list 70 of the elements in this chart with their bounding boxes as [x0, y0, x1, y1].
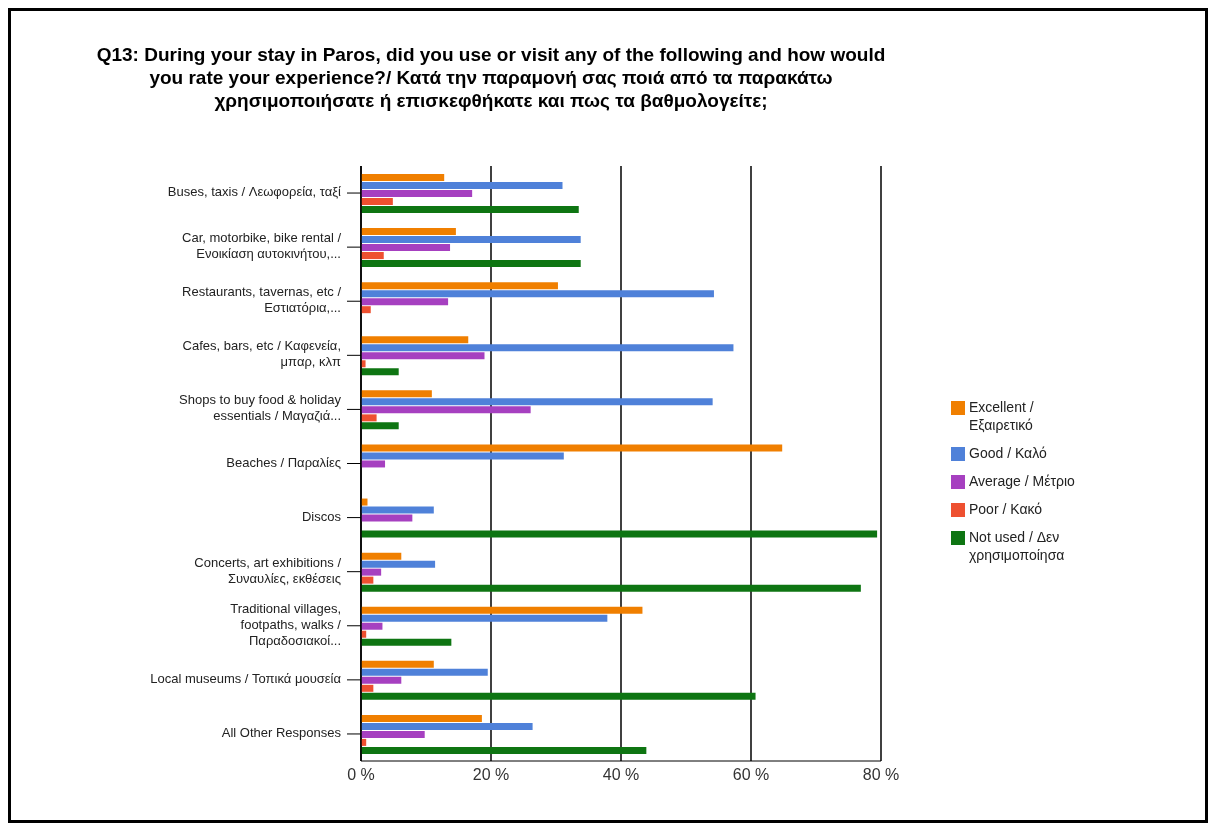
bar [361, 444, 783, 452]
bar [361, 460, 386, 468]
bar [361, 290, 714, 298]
y-tick-label: Traditional villages, footpaths, walks / Παραδοσιακοί... [230, 601, 342, 649]
bar [361, 336, 469, 344]
legend-label: Average / Μέτριο [969, 472, 1075, 490]
bar [361, 282, 558, 290]
bar [361, 722, 533, 730]
bar [361, 414, 377, 422]
bar [361, 422, 399, 430]
bar [361, 182, 563, 189]
chart-title: Q13: During your stay in Paros, did you use or visit any of the following and how would you rate your experience?/ Κατά την παραμονή σας ποιά από τα παρακάτω χρησιμοποιήσατε ή επισκεφθήκατε και πως τα βαθμολογείτε; [95, 43, 887, 112]
bar [361, 406, 531, 414]
legend-label: Poor / Κακό [969, 500, 1043, 518]
bar [361, 584, 861, 592]
bar [361, 614, 608, 622]
y-tick-label: Beaches / Παραλίες [226, 454, 341, 470]
bar [361, 298, 449, 306]
y-tick-label: Car, motorbike, bike rental / Ενοικίαση αυτοκινήτου,... [182, 230, 342, 262]
bar [361, 252, 384, 260]
bar [361, 746, 647, 754]
bar [361, 228, 456, 236]
bar [361, 190, 473, 197]
legend-label: Not used / Δεν χρησιμοποίησα [969, 528, 1066, 564]
bar [361, 514, 413, 522]
bar [361, 530, 878, 538]
bar [361, 368, 399, 376]
y-tick-label: Local museums / Τοπικά μουσεία [150, 671, 342, 687]
x-tick-label: 60 % [732, 766, 770, 784]
bar [361, 236, 581, 244]
y-tick-label: Discos [301, 509, 342, 525]
bar [361, 668, 488, 676]
bar [361, 352, 485, 360]
legend-label: Good / Καλό [969, 444, 1047, 462]
x-tick-label: 40 % [602, 766, 640, 784]
bar [361, 560, 436, 568]
bar [361, 244, 451, 252]
bar [361, 676, 402, 684]
bar [361, 576, 374, 584]
bar [361, 692, 756, 700]
y-tick-label: All Other Responses [221, 725, 342, 741]
y-tick-label: Shops to buy food & holiday essentials / Μαγαζιά... [179, 392, 342, 424]
y-tick-label: Buses, taxis / Λεωφορεία, ταξί [167, 184, 342, 200]
bar [361, 552, 402, 560]
bar [361, 730, 425, 738]
bar [361, 174, 445, 181]
bar [361, 306, 371, 314]
bar [361, 714, 482, 722]
bar [361, 344, 734, 352]
x-tick-label: 80 % [862, 766, 900, 784]
x-tick-label: 20 % [472, 766, 510, 784]
bar [361, 498, 368, 506]
bar [361, 638, 452, 646]
y-tick-label: Restaurants, tavernas, etc / Εστιατόρια,... [182, 284, 342, 316]
bar [361, 198, 393, 205]
bar [361, 398, 713, 406]
x-tick-label: 0 % [347, 766, 375, 784]
bar [361, 684, 374, 692]
bar [361, 622, 383, 630]
bar [361, 568, 382, 576]
bar [361, 206, 579, 213]
bar [361, 660, 434, 668]
bar [361, 260, 581, 268]
bar [361, 506, 434, 514]
bar [361, 390, 432, 398]
bar [361, 606, 643, 614]
y-tick-label: Concerts, art exhibitions / Συναυλίες, εκθέσεις [194, 555, 342, 587]
bar [361, 452, 564, 460]
legend-label: Excellent / Εξαιρετικό [969, 398, 1035, 434]
y-tick-label: Cafes, bars, etc / Καφενεία, μπαρ, κλπ [182, 338, 342, 370]
